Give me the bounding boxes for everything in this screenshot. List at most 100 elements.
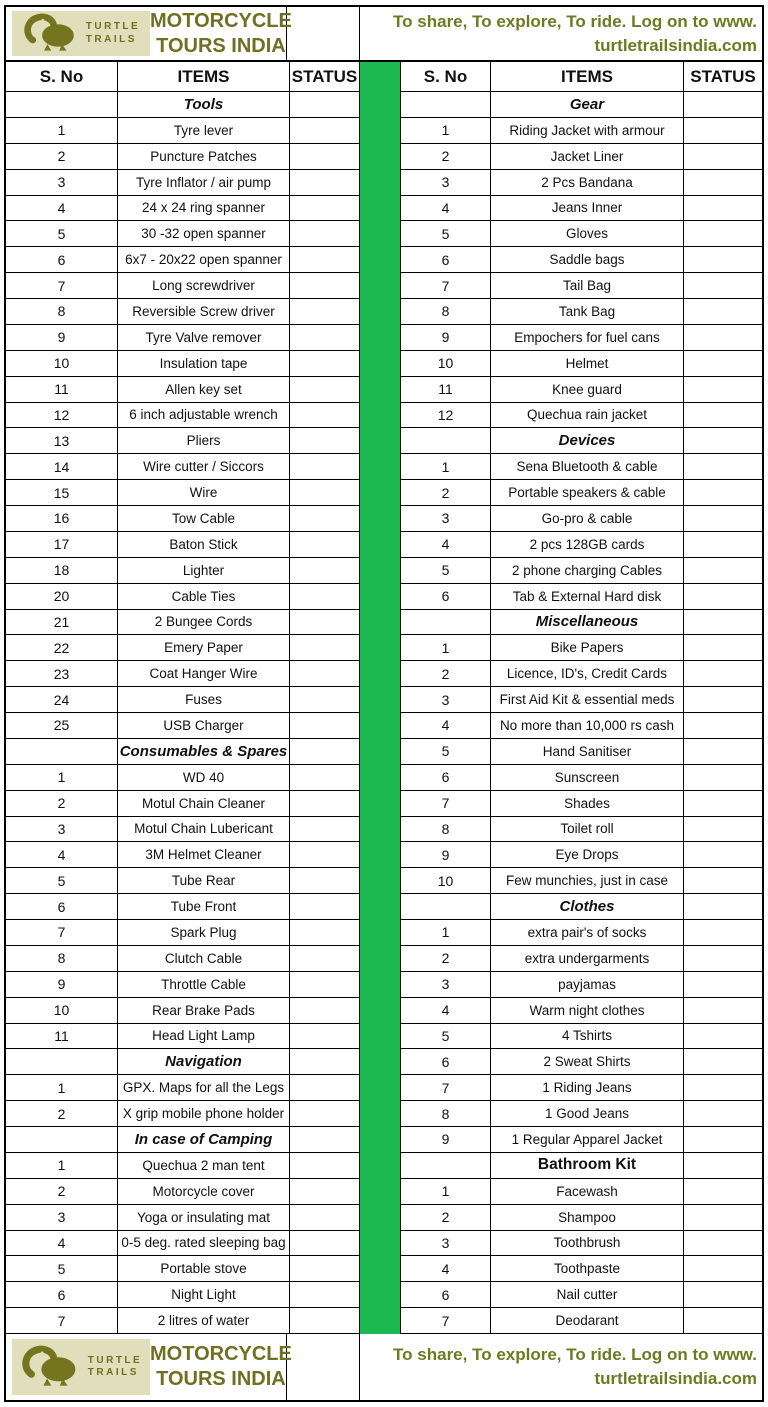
- status-cell: [290, 609, 360, 636]
- sno-cell: 1: [6, 117, 118, 144]
- status-cell: [290, 117, 360, 144]
- item-label: No more than 10,000 rs cash: [491, 713, 684, 739]
- item-label: Eye Drops: [491, 842, 684, 869]
- sno-cell: 24: [6, 687, 118, 713]
- item-label: Tyre lever: [118, 117, 290, 144]
- table-row: 10 Insulation tape: [6, 350, 360, 377]
- item-label: Sunscreen: [491, 764, 684, 791]
- sno-cell: 9: [6, 971, 118, 998]
- item-label: Go-pro & cable: [491, 506, 684, 532]
- sno-cell: 25: [6, 713, 118, 739]
- sno-cell: 8: [6, 299, 118, 325]
- section-row: Clothes: [401, 894, 762, 920]
- status-cell: [684, 610, 762, 636]
- table-row: 10 Helmet: [401, 350, 762, 377]
- item-label: Sena Bluetooth & cable: [491, 454, 684, 481]
- item-label: 1 Good Jeans: [491, 1101, 684, 1127]
- sno-cell: 4: [401, 531, 491, 558]
- table-row: 1 Bike Papers: [401, 635, 762, 662]
- item-label: 2 pcs 128GB cards: [491, 531, 684, 558]
- section-row: Miscellaneous: [401, 609, 762, 636]
- brand-title: MOTORCYCLE TOURS INDIA: [150, 9, 292, 59]
- table-row: 15 Wire: [6, 480, 360, 506]
- table-row: 25 USB Charger: [6, 713, 360, 739]
- status-cell: [684, 584, 762, 610]
- status-cell: [290, 997, 360, 1024]
- table-row: 4 Warm night clothes: [401, 997, 762, 1024]
- sno-cell: [6, 1049, 118, 1076]
- status-cell: [684, 739, 762, 765]
- status-cell: [290, 583, 360, 610]
- sno-cell: 13: [6, 428, 118, 455]
- sno-cell: 1: [6, 1075, 118, 1102]
- sno-cell: 1: [401, 1178, 491, 1205]
- section-label: Consumables & Spares: [118, 738, 290, 765]
- status-cell: [290, 531, 360, 558]
- logo-wordmark: TURTLE TRAILS: [86, 21, 140, 46]
- sno-cell: 11: [6, 1023, 118, 1050]
- status-cell: [290, 687, 360, 713]
- table-row: 1 WD 40: [6, 764, 360, 791]
- table-row: 6 6x7 - 20x22 open spanner: [6, 247, 360, 274]
- sno-cell: 1: [401, 117, 491, 144]
- item-label: Head Light Lamp: [118, 1023, 290, 1050]
- status-cell: [684, 1231, 762, 1257]
- main-content: S. No ITEMS STATUS Tools 1 Tyre lever 2 Punctur…: [6, 62, 762, 1334]
- sno-cell: 8: [6, 945, 118, 972]
- item-label: Facewash: [491, 1178, 684, 1205]
- status-cell: [290, 92, 360, 118]
- sno-cell: 1: [401, 920, 491, 946]
- sno-cell: 10: [6, 997, 118, 1024]
- item-label: Reversible Screw driver: [118, 299, 290, 325]
- sno-cell: 2: [401, 1204, 491, 1231]
- table-row: 5 Gloves: [401, 221, 762, 248]
- table-row: 4 No more than 10,000 rs cash: [401, 713, 762, 739]
- item-label: Cable Ties: [118, 583, 290, 610]
- status-cell: [290, 350, 360, 377]
- status-cell: [684, 1127, 762, 1153]
- item-label: Portable stove: [118, 1256, 290, 1283]
- sno-cell: 5: [6, 1256, 118, 1283]
- status-cell: [290, 299, 360, 325]
- item-label: 2 Bungee Cords: [118, 609, 290, 636]
- table-row: 7 Shades: [401, 790, 762, 817]
- sno-cell: 12: [401, 402, 491, 429]
- status-cell: [684, 403, 762, 429]
- status-cell: [290, 506, 360, 532]
- sno-cell: 21: [6, 609, 118, 636]
- status-cell: [684, 428, 762, 455]
- sno-cell: [6, 1127, 118, 1153]
- status-cell: [684, 635, 762, 662]
- sno-cell: 4: [6, 195, 118, 222]
- item-label: Puncture Patches: [118, 143, 290, 170]
- status-cell: [684, 1256, 762, 1283]
- sno-cell: 3: [6, 1204, 118, 1231]
- status-cell: [684, 351, 762, 377]
- table-row: 2 Motorcycle cover: [6, 1178, 360, 1205]
- status-cell: [684, 817, 762, 843]
- section-label: Clothes: [491, 894, 684, 920]
- table-row: 2 Jacket Liner: [401, 143, 762, 170]
- sno-cell: [401, 92, 491, 118]
- table-row: 22 Emery Paper: [6, 635, 360, 662]
- sno-cell: 1: [6, 764, 118, 791]
- sno-cell: 14: [6, 454, 118, 481]
- sno-cell: [401, 428, 491, 455]
- sno-cell: 5: [401, 221, 491, 248]
- sno-cell: 9: [6, 324, 118, 351]
- sno-cell: 11: [401, 376, 491, 403]
- status-cell: [684, 868, 762, 895]
- slogan-line-2: turtletrailsindia.com: [594, 35, 757, 55]
- table-row: 16 Tow Cable: [6, 506, 360, 532]
- column-header-sno: S. No: [401, 62, 491, 92]
- item-label: Toothpaste: [491, 1256, 684, 1283]
- item-label: 4 Tshirts: [491, 1023, 684, 1050]
- status-cell: [684, 273, 762, 299]
- item-label: payjamas: [491, 971, 684, 998]
